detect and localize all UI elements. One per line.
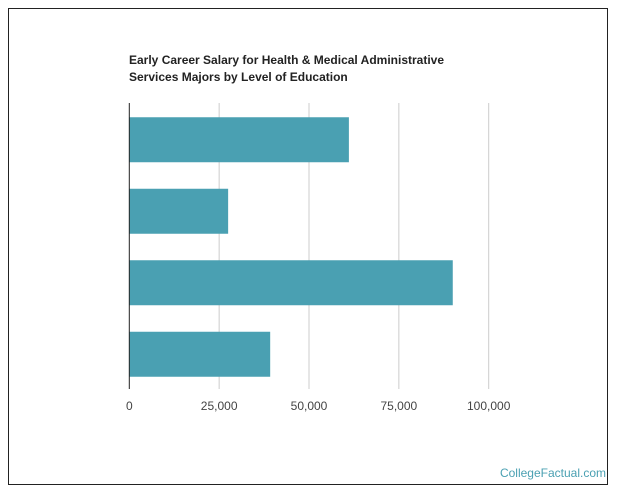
x-tick-label: 25,000 <box>201 399 238 413</box>
bar <box>129 188 229 234</box>
chart-title: Early Career Salary for Health & Medical… <box>129 53 445 84</box>
x-tick-label: 50,000 <box>291 399 328 413</box>
bar <box>129 331 271 377</box>
bar <box>129 260 453 306</box>
credit-link[interactable]: CollegeFactual.com <box>499 466 606 480</box>
x-tick-label: 100,000 <box>467 399 511 413</box>
x-tick-label: 0 <box>126 399 133 413</box>
chart-frame <box>8 8 608 485</box>
x-tick-label: 75,000 <box>380 399 417 413</box>
bar <box>129 117 349 163</box>
